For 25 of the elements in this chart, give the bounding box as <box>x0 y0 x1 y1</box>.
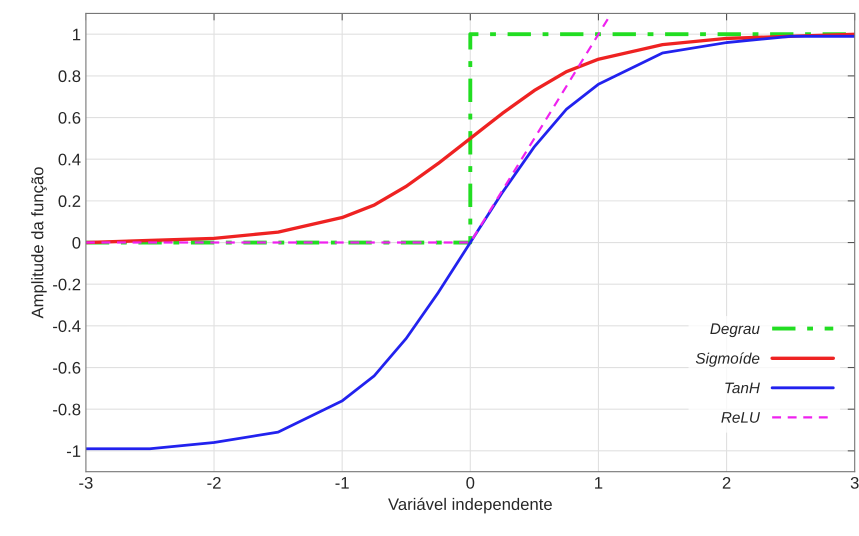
x-tick-label: -3 <box>79 476 93 489</box>
y-tick-label: -0.8 <box>53 404 80 416</box>
legend-label: ReLU <box>721 412 760 423</box>
legend-label: Sigmoíde <box>696 352 760 367</box>
x-tick-label: -2 <box>207 476 221 489</box>
y-tick-label: -0.6 <box>53 362 80 374</box>
y-tick-label: -0.4 <box>53 320 81 332</box>
y-tick-label: 0.8 <box>58 70 80 82</box>
x-tick-label: -1 <box>336 477 349 489</box>
line-series <box>86 34 855 450</box>
y-axis-title: Amplitude da função <box>31 167 47 318</box>
x-axis-title: Variável independente <box>388 498 552 514</box>
x-tick-label: 2 <box>722 476 730 489</box>
legend-label: Degrau <box>710 323 760 338</box>
y-tick-label: 0.2 <box>58 195 80 208</box>
x-tick-label: 3 <box>850 476 859 489</box>
x-tick-label: 1 <box>595 477 602 489</box>
y-tick-label: -1 <box>66 445 80 457</box>
y-tick-label: 0.6 <box>58 112 80 124</box>
y-tick-label: 1 <box>73 28 80 40</box>
y-tick-label: -0.2 <box>53 278 80 290</box>
legend-label: TanH <box>725 382 760 394</box>
y-tick-label: 0.4 <box>58 154 81 166</box>
x-tick-label: 0 <box>466 476 474 489</box>
y-tick-label: 0 <box>72 236 80 249</box>
